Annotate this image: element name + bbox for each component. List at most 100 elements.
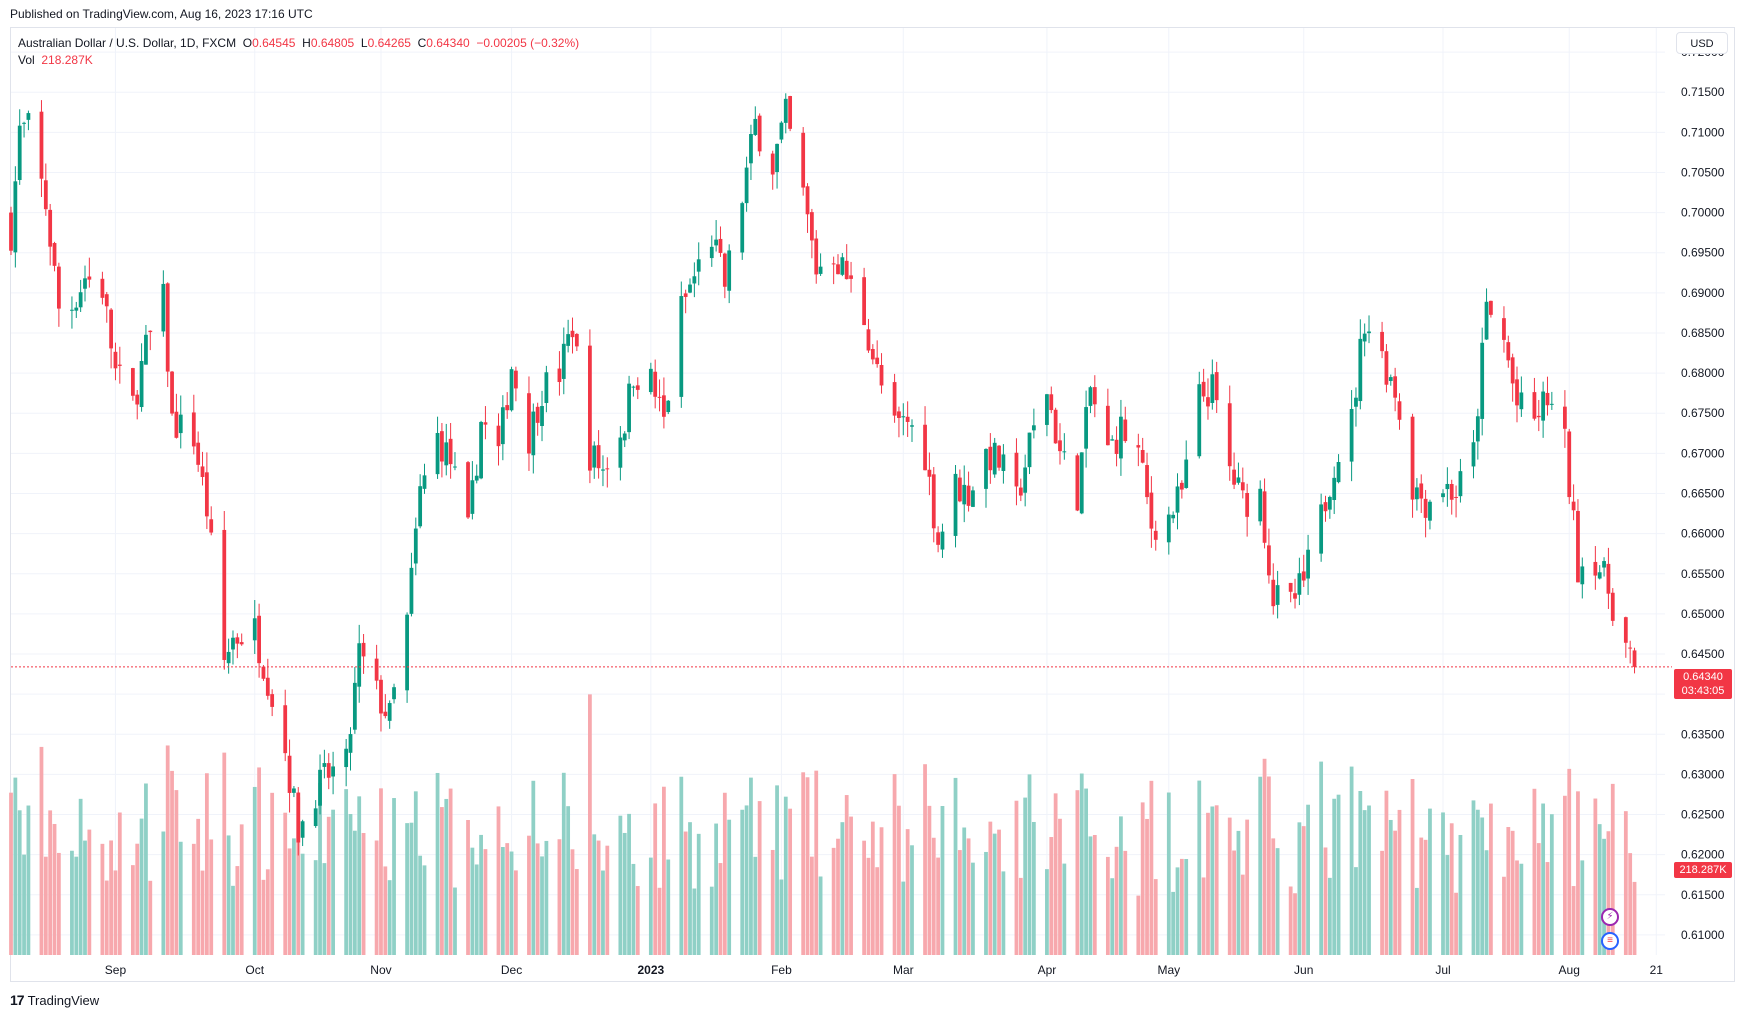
volume-bar — [1567, 768, 1572, 955]
y-tick-label: 0.65500 — [1681, 567, 1725, 581]
chart-frame[interactable] — [10, 27, 1735, 982]
y-tick-label: 0.63500 — [1681, 727, 1725, 741]
volume-bar — [1031, 821, 1036, 955]
volume-bar — [418, 855, 423, 955]
volume-bar — [1049, 837, 1054, 955]
volume-bar — [1045, 869, 1049, 955]
volume-bar — [648, 857, 653, 955]
candle-body — [984, 448, 988, 489]
volume-bar — [226, 835, 231, 955]
candle-body — [313, 808, 318, 827]
candle-body — [331, 766, 335, 777]
candle-body — [622, 433, 627, 441]
candle-body — [287, 755, 292, 793]
candle-body — [1075, 455, 1080, 511]
candle-body — [940, 531, 945, 550]
candle-body — [1623, 617, 1628, 643]
candle-body — [1088, 387, 1093, 406]
footer-brand[interactable]: TradingView — [27, 992, 100, 1008]
volume-bar — [1267, 776, 1271, 955]
candle-body — [836, 264, 840, 275]
candle-body — [1332, 477, 1337, 500]
volume-bar — [971, 862, 975, 955]
candle-body — [453, 466, 457, 468]
candle-body — [1149, 492, 1154, 529]
candle-body — [1388, 377, 1393, 381]
candle-body — [1384, 351, 1389, 385]
volume-bars — [9, 694, 1637, 955]
volume-bar — [43, 856, 48, 955]
volume-bar — [1410, 779, 1415, 955]
candle-body — [483, 422, 488, 425]
candle-body — [1580, 566, 1585, 585]
volume-bar — [683, 831, 688, 955]
volume-bar — [474, 864, 479, 955]
us-flag-icon[interactable]: ≡ — [1601, 932, 1619, 950]
x-tick-label: Sep — [105, 963, 127, 977]
volume-bar — [1549, 814, 1554, 955]
currency-button[interactable]: USD — [1676, 32, 1728, 54]
candle-body — [892, 382, 897, 416]
candle-body — [1576, 510, 1580, 583]
x-tick-label: Feb — [771, 963, 792, 977]
y-tick-label: 0.68000 — [1681, 366, 1725, 380]
candle-body — [1123, 419, 1128, 442]
volume-bar — [814, 770, 819, 955]
volume-bar — [509, 851, 514, 955]
legend-close-label: C — [417, 36, 427, 50]
candle-body — [1275, 585, 1280, 605]
volume-bar — [1471, 800, 1476, 955]
volume-bar — [130, 865, 135, 955]
volume-bar — [1593, 798, 1598, 955]
candle-body — [714, 239, 719, 246]
candle-body — [1153, 530, 1158, 540]
volume-bar — [1610, 783, 1615, 955]
candle-body — [1079, 452, 1084, 514]
candle-body — [100, 278, 105, 298]
candle-body — [444, 442, 449, 466]
volume-bar — [1597, 824, 1602, 955]
volume-bar — [1175, 867, 1180, 955]
candle-body — [422, 475, 427, 489]
candle-body — [1484, 301, 1489, 340]
volume-bar — [1606, 831, 1611, 955]
volume-bar — [1053, 793, 1058, 955]
volume-bar — [1362, 810, 1367, 955]
volume-bar — [352, 830, 357, 955]
volume-bar — [535, 843, 540, 955]
candle-body — [801, 132, 806, 188]
volume-bar — [74, 856, 79, 955]
candle-body — [692, 276, 697, 284]
x-tick-label: May — [1157, 963, 1180, 977]
candle-body — [618, 437, 623, 468]
volume-bar — [631, 863, 636, 955]
volume-bar — [1349, 766, 1354, 955]
candle-body — [1236, 477, 1241, 483]
volume-bar — [1058, 818, 1062, 955]
lightning-icon[interactable]: ⚡ — [1601, 908, 1619, 926]
candle-body — [466, 462, 470, 518]
volume-bar — [1306, 804, 1310, 955]
candle-body — [1084, 407, 1088, 449]
volume-bar — [740, 809, 745, 955]
volume-bar — [570, 849, 575, 955]
candle-body — [48, 209, 53, 247]
volume-bar — [1179, 858, 1184, 955]
candle-body — [1510, 357, 1515, 384]
volume-bar — [1136, 895, 1141, 955]
volume-bar — [326, 816, 331, 955]
volume-bar — [17, 810, 22, 955]
x-tick-label: Aug — [1559, 963, 1580, 977]
candle-body — [161, 283, 166, 332]
candle-body — [1541, 391, 1546, 421]
candle-body — [448, 438, 453, 465]
volume-bar — [1327, 877, 1332, 955]
volume-bar — [601, 870, 605, 955]
candle-body — [1506, 342, 1511, 361]
candle-body — [740, 203, 745, 253]
y-tick-label: 0.63000 — [1681, 767, 1725, 781]
volume-bar — [1184, 858, 1189, 955]
candle-body — [1362, 333, 1367, 342]
candle-body — [1227, 403, 1232, 467]
